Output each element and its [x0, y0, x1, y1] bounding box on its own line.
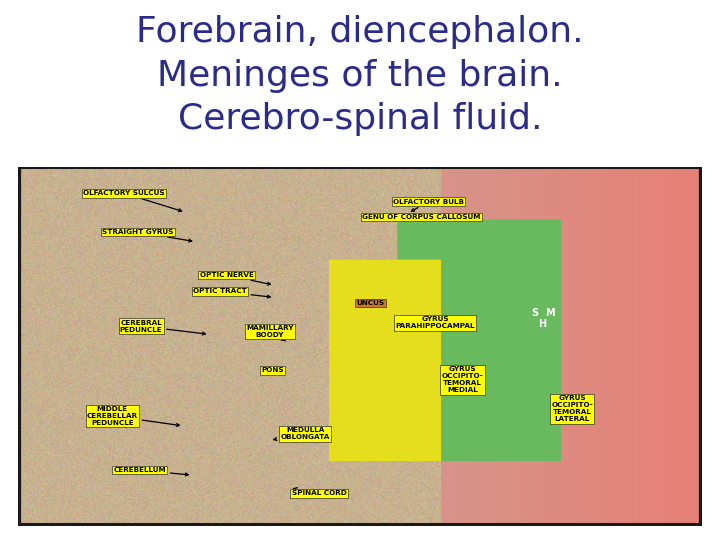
Text: MAMILLARY
BOODY: MAMILLARY BOODY: [246, 325, 294, 341]
Text: GYRUS
OCCIPITO-
TEMORAL
MEDIAL: GYRUS OCCIPITO- TEMORAL MEDIAL: [442, 367, 483, 394]
Text: GYRUS
PARAHIPPOCAMPAL: GYRUS PARAHIPPOCAMPAL: [395, 316, 475, 329]
Text: CEREBELLUM: CEREBELLUM: [114, 467, 188, 476]
Text: OLFACTORY BULB: OLFACTORY BULB: [393, 199, 464, 211]
Text: S: S: [531, 308, 538, 318]
Text: H: H: [539, 319, 546, 329]
Text: M: M: [545, 308, 555, 318]
Text: OPTIC NERVE: OPTIC NERVE: [199, 272, 271, 285]
Text: OLFACTORY SULCUS: OLFACTORY SULCUS: [84, 190, 181, 212]
Text: UNCUS: UNCUS: [356, 300, 384, 306]
Text: PONS: PONS: [261, 367, 284, 373]
Text: SPINAL CORD: SPINAL CORD: [292, 488, 346, 496]
Text: MEDULLA
OBLONGATA: MEDULLA OBLONGATA: [274, 427, 330, 441]
Text: STRAIGHT GYRUS: STRAIGHT GYRUS: [102, 229, 192, 242]
Text: MIDDLE
CEREBELLAR
PEDUNCLE: MIDDLE CEREBELLAR PEDUNCLE: [87, 406, 179, 427]
Text: OPTIC TRACT: OPTIC TRACT: [193, 288, 270, 298]
Text: GYRUS
OCCIPITO-
TEMORAL
LATERAL: GYRUS OCCIPITO- TEMORAL LATERAL: [552, 395, 593, 422]
Text: GENU OF CORPUS CALLOSUM: GENU OF CORPUS CALLOSUM: [362, 214, 481, 220]
Text: Forebrain, diencephalon.
Meninges of the brain.
Cerebro-spinal fluid.: Forebrain, diencephalon. Meninges of the…: [136, 15, 584, 136]
Text: CEREBRAL
PEDUNCLE: CEREBRAL PEDUNCLE: [120, 320, 205, 335]
